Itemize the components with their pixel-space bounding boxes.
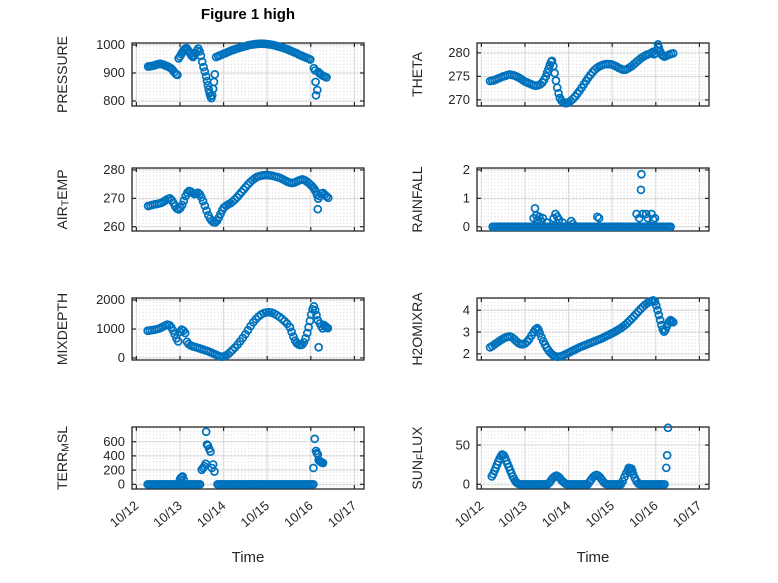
y-tick-label: 1	[463, 191, 470, 206]
y-tick-label: 800	[103, 93, 125, 108]
x-axis-label-right: Time	[576, 549, 610, 566]
y-axis-label: SUNFLUX	[409, 426, 427, 490]
x-tick-label: 10/13	[495, 498, 530, 530]
x-tick-label: 10/12	[107, 498, 142, 530]
y-tick-label: 0	[118, 350, 125, 365]
theta-subplot: 270 275 280 THETA	[409, 40, 710, 108]
y-tick-label: 1000	[96, 321, 125, 336]
y-tick-label: 0	[463, 219, 470, 234]
y-tick-label: 0	[118, 477, 125, 492]
h2omixra-subplot: 2 3 4 H2OMIXRA	[409, 292, 710, 366]
x-tick-label: 10/15	[238, 498, 273, 530]
x-tick-label: 10/17	[325, 498, 360, 530]
x-tick-label: 10/17	[670, 498, 705, 530]
figure-title: Figure 1 high	[200, 6, 296, 23]
x-tick-label: 10/16	[281, 498, 316, 530]
x-tick-label: 10/12	[452, 498, 487, 530]
y-tick-label: 270	[448, 92, 470, 107]
x-tick-label: 10/14	[539, 498, 574, 530]
y-axis-label: AIRTEMP	[54, 169, 72, 229]
x-tick-label: 10/15	[583, 498, 618, 530]
y-tick-label: 2	[463, 346, 470, 361]
y-tick-label: 200	[103, 462, 125, 477]
y-tick-label: 4	[463, 302, 470, 317]
x-tick-label: 10/13	[150, 498, 185, 530]
x-tick-label: 10/16	[626, 498, 661, 530]
air-temp-subplot: 260 270 280 AIRTEMP	[54, 162, 365, 234]
y-axis-label: H2OMIXRA	[409, 292, 425, 366]
x-tick-label: 10/14	[194, 498, 229, 530]
y-tick-label: 260	[103, 219, 125, 234]
y-tick-label: 2	[463, 162, 470, 177]
pressure-subplot: 800 900 1000 PRESSURE	[54, 36, 365, 113]
sun-flux-subplot: 0 50 SUNFLUX 10/12 10/13 10/14 10/15 10/16 10/17	[409, 423, 710, 530]
mixdepth-subplot: 0 1000 2000 MIXDEPTH	[54, 292, 365, 365]
y-axis-label: TERRMSL	[54, 426, 72, 490]
y-axis-label: PRESSURE	[54, 36, 70, 113]
y-tick-label: 400	[103, 448, 125, 463]
x-axis-label-left: Time	[231, 549, 265, 566]
y-axis-label: MIXDEPTH	[54, 293, 70, 365]
y-tick-label: 2000	[96, 292, 125, 307]
y-tick-label: 1000	[96, 37, 125, 52]
y-tick-label: 280	[448, 45, 470, 60]
rainfall-subplot: 0 1 2 RAINFALL	[409, 162, 710, 234]
y-tick-label: 50	[456, 437, 470, 452]
y-tick-label: 280	[103, 162, 125, 177]
y-axis-label: THETA	[409, 51, 425, 97]
y-tick-label: 600	[103, 434, 125, 449]
y-tick-label: 3	[463, 324, 470, 339]
y-tick-label: 900	[103, 65, 125, 80]
y-tick-label: 0	[463, 476, 470, 491]
y-tick-label: 270	[103, 191, 125, 206]
y-tick-label: 275	[448, 69, 470, 84]
y-axis-label: RAINFALL	[409, 166, 425, 232]
